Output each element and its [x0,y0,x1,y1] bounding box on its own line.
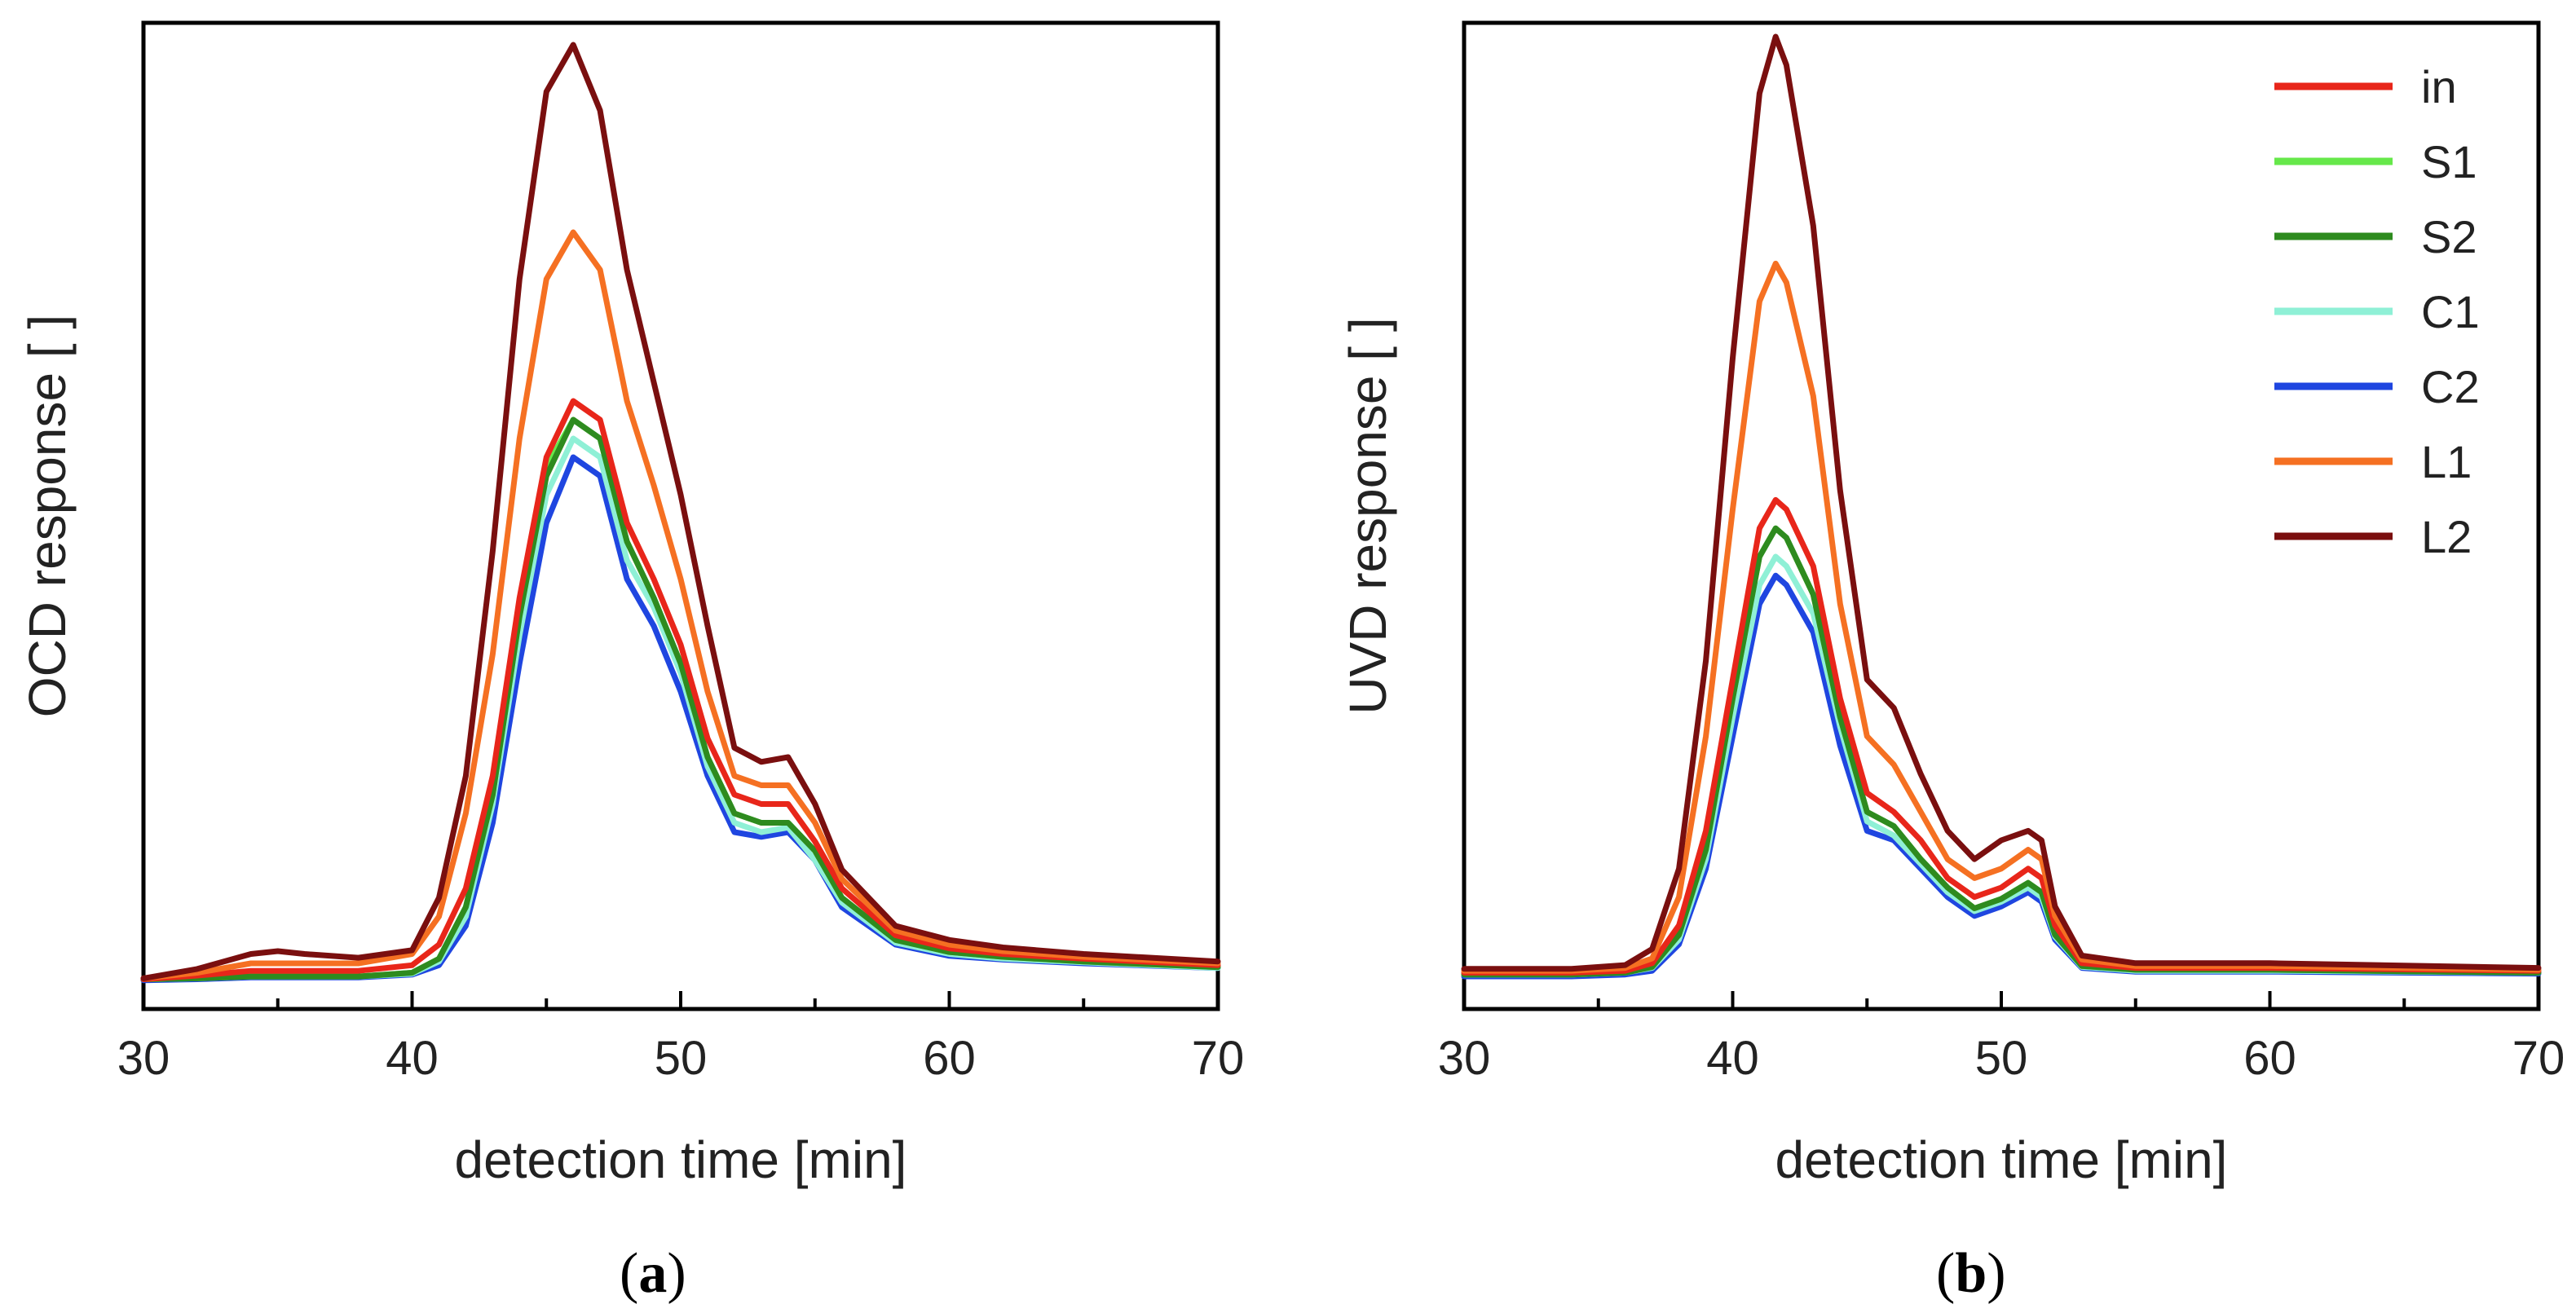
panel-a-series-line-l1 [140,229,1221,981]
panel-a-x-tick-label: 50 [655,1032,708,1085]
panel-b-x-tick-label: 40 [1706,1032,1759,1085]
legend-label-l1: L1 [2421,436,2472,487]
legend-label-s2: S2 [2421,211,2477,262]
panel-a-caption: (a) [620,1242,686,1305]
panel-a-series-line-s2 [140,416,1221,982]
panel-b-series-line-s2 [1461,525,2542,978]
panel-b-x-tick-label: 70 [2512,1032,2565,1085]
panel-a-x-tick-label: 30 [117,1032,170,1085]
panel-a-series-line-c2 [140,454,1221,984]
panel-b-ticks: 30 40 50 60 70 [1438,991,2565,1085]
panel-b-series-line-in [1461,496,2542,976]
panel-a-caption-letter: a [638,1242,667,1305]
legend-label-in: in [2421,61,2457,112]
legend-label-l2: L2 [2421,511,2472,562]
panel-b-x-axis-label: detection time [min] [1775,1130,2228,1189]
panel-b-caption-letter: b [1955,1242,1987,1305]
panel-b-x-tick-label: 50 [1975,1032,2028,1085]
legend-label-s1: S1 [2421,136,2477,187]
panel-b-legend: in S1 S2 C1 C2 L1 L2 [2274,61,2480,562]
panel-b-x-tick-label: 60 [2243,1032,2296,1085]
panel-a-x-tick-label: 70 [1192,1032,1245,1085]
panel-a-plot-frame [141,20,1220,1011]
panel-b-series-line-c1 [1461,553,2542,978]
panel-b-y-axis-label: UVD response [ ] [1339,317,1397,714]
legend-label-c2: C2 [2421,361,2480,412]
panel-a-series-line-c1 [140,435,1221,982]
panel-a-x-tick-label: 60 [923,1032,976,1085]
panel-a-series-line-in [140,398,1221,982]
panel-b-series-line-l1 [1461,260,2542,974]
panel-b-series-line-c2 [1461,572,2542,980]
panel-a: 30 40 50 60 70 detection time [min] OCD resp… [18,20,1245,1305]
panel-a-y-axis-label: OCD response [ ] [18,315,77,717]
panel-a-series-line-l2 [140,42,1221,981]
panel-b-caption: (b) [1936,1242,2006,1305]
panel-a-x-axis-label: detection time [min] [455,1130,907,1189]
panel-b: 30 40 50 60 70 in S1 S2 C1 C2 L1 L2 detection time… [1339,20,2565,1305]
legend-label-c1: C1 [2421,286,2480,337]
panel-b-series [1461,33,2542,980]
panel-a-series [140,42,1221,984]
panel-b-x-tick-label: 30 [1438,1032,1491,1085]
panel-a-x-tick-label: 40 [386,1032,439,1085]
panel-b-series-line-l2 [1461,33,2542,972]
panel-b-plot-frame [1462,20,2541,1011]
panel-a-ticks: 30 40 50 60 70 [117,991,1245,1085]
